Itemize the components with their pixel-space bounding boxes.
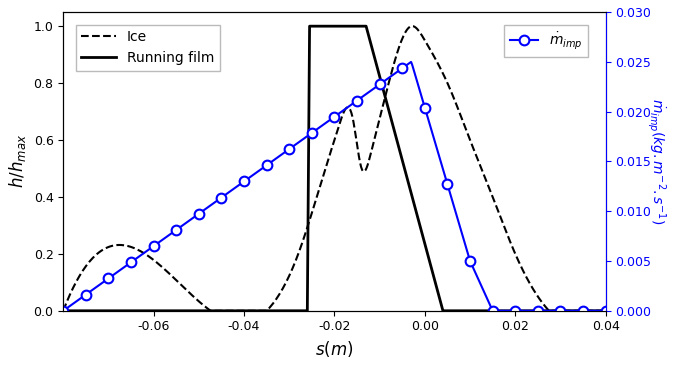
Running film <box>601 309 610 313</box>
$\dot{m}_{imp}$ <box>398 66 406 70</box>
Ice <box>352 140 360 145</box>
Running film <box>439 309 448 313</box>
Line: Running film: Running film <box>63 26 605 311</box>
$\dot{m}_{imp}$ <box>466 259 474 263</box>
$\dot{m}_{imp}$ <box>375 82 383 87</box>
Line: $\dot{m}_{imp}$: $\dot{m}_{imp}$ <box>58 63 610 315</box>
$\dot{m}_{imp}$ <box>579 309 587 313</box>
$\dot{m}_{imp}$ <box>330 115 338 119</box>
Line: Ice: Ice <box>63 26 605 311</box>
Ice <box>320 171 328 175</box>
Running film <box>439 309 447 313</box>
$\dot{m}_{imp}$ <box>443 182 452 187</box>
X-axis label: $s(m)$: $s(m)$ <box>315 339 354 359</box>
Ice <box>601 309 610 313</box>
Ice <box>590 309 598 313</box>
Running film <box>303 309 311 313</box>
$\dot{m}_{imp}$ <box>353 98 361 103</box>
$\dot{m}_{imp}$ <box>127 260 135 265</box>
$\dot{m}_{imp}$ <box>105 276 113 281</box>
$\dot{m}_{imp}$ <box>150 244 158 248</box>
Legend: Ice, Running film: Ice, Running film <box>76 25 220 71</box>
Ice <box>408 24 416 28</box>
$\dot{m}_{imp}$ <box>263 163 271 167</box>
Ice <box>59 309 68 313</box>
Y-axis label: $h/h_{max}$: $h/h_{max}$ <box>7 134 28 188</box>
Running film <box>306 24 314 29</box>
Running film <box>303 309 311 313</box>
$\dot{m}_{imp}$ <box>59 309 68 313</box>
Ice <box>382 91 390 96</box>
Ice <box>505 236 513 241</box>
Y-axis label: $\dot{m}_{imp}(kg.m^{-2}.s^{-1})$: $\dot{m}_{imp}(kg.m^{-2}.s^{-1})$ <box>645 98 668 225</box>
$\dot{m}_{imp}$ <box>556 309 564 313</box>
Running film <box>59 309 68 313</box>
$\dot{m}_{imp}$ <box>421 105 429 110</box>
$\dot{m}_{imp}$ <box>195 212 203 216</box>
$\dot{m}_{imp}$ <box>286 147 294 151</box>
$\dot{m}_{imp}$ <box>172 228 180 232</box>
$\dot{m}_{imp}$ <box>511 309 519 313</box>
$\dot{m}_{imp}$ <box>308 131 316 135</box>
$\dot{m}_{imp}$ <box>240 179 248 184</box>
$\dot{m}_{imp}$ <box>82 292 90 297</box>
$\dot{m}_{imp}$ <box>489 309 497 313</box>
Ice <box>317 181 325 186</box>
$\dot{m}_{imp}$ <box>534 309 542 313</box>
$\dot{m}_{imp}$ <box>601 309 610 313</box>
Legend: $\dot{m}_{imp}$: $\dot{m}_{imp}$ <box>504 25 588 57</box>
$\dot{m}_{imp}$ <box>217 195 225 200</box>
Running film <box>362 24 370 29</box>
